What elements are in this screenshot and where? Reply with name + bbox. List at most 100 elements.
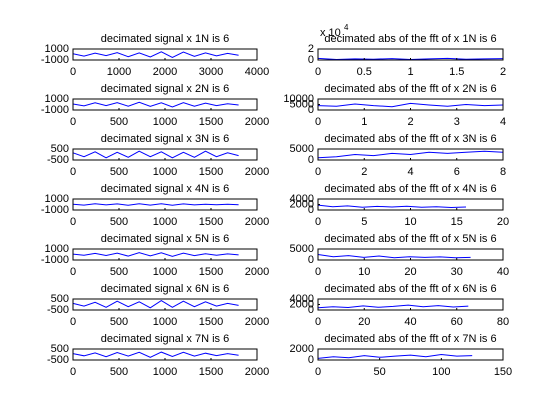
y-tick-label: 0 [308,254,314,266]
x-tick-label: 100 [432,366,450,378]
x-tick-label: 1500 [199,166,223,178]
signal-line [72,51,239,59]
x-tick-label: 8 [500,166,506,178]
x-tick-label: 5 [361,216,367,228]
subplot-title: decimated abs of the fft of x 4N is 6 [324,183,496,195]
x-tick-label: 0 [315,66,321,78]
y-tick-label: 1000 [45,193,69,205]
subplot-title: decimated signal x 6N is 6 [101,283,229,295]
y-tick-label: 500 [51,293,69,305]
subplot-title: decimated abs of the fft of x 1N is 6 [324,33,496,45]
signal-line [72,300,239,309]
x-tick-label: 15 [451,216,463,228]
subplot-title: decimated signal x 5N is 6 [101,233,229,245]
x-tick-label: 500 [110,316,128,328]
x-tick-label: 2000 [245,316,269,328]
x-tick-label: 0 [315,166,321,178]
y-tick-label: 0 [308,104,314,116]
x-tick-label: 0 [70,166,76,178]
x-tick-label: 0 [315,266,321,278]
x-tick-label: 20 [404,266,416,278]
y-tick-label: 0 [308,154,314,166]
x-tick-label: 0 [315,366,321,378]
x-tick-label: 40 [404,316,416,328]
x-tick-label: 3 [454,116,460,128]
signal-line [317,353,473,359]
signal-line [317,304,469,309]
subplot-title: decimated abs of the fft of x 2N is 6 [324,83,496,95]
signal-line [72,150,239,159]
signal-line [72,351,239,358]
x-tick-label: 10 [404,216,416,228]
x-tick-label: 2000 [245,266,269,278]
x-tick-label: 30 [451,266,463,278]
x-tick-label: 500 [110,216,128,228]
x-tick-label: 1500 [199,116,223,128]
y-exponent-power: 4 [344,23,349,32]
x-tick-label: 500 [110,116,128,128]
x-tick-label: 20 [497,216,509,228]
y-tick-label: -500 [47,354,69,366]
y-tick-label: -500 [47,154,69,166]
y-tick-label: 1000 [45,243,69,255]
x-tick-label: 1.5 [449,66,464,78]
x-tick-label: 1000 [153,216,177,228]
x-tick-label: 2000 [245,166,269,178]
signal-line [72,252,239,257]
x-tick-label: 0 [315,116,321,128]
x-tick-label: 3000 [199,66,223,78]
x-tick-label: 4 [407,166,413,178]
x-tick-label: 0 [70,116,76,128]
subplot-title: decimated signal x 1N is 6 [101,33,229,45]
y-tick-label: 5000 [290,143,314,155]
x-tick-label: 0 [70,66,76,78]
x-tick-label: 60 [451,316,463,328]
signal-line [317,204,467,209]
y-tick-label: 500 [51,143,69,155]
x-tick-label: 40 [497,266,509,278]
x-tick-label: 1000 [153,316,177,328]
y-tick-label: 5000 [290,243,314,255]
subplot-title: decimated signal x 7N is 6 [101,333,229,345]
x-tick-label: 10 [358,266,370,278]
signal-line [72,203,239,206]
x-tick-label: 80 [497,316,509,328]
signal-line [317,150,504,159]
x-tick-label: 0 [70,366,76,378]
x-tick-label: 2 [407,116,413,128]
signal-line [317,254,471,259]
x-tick-label: 2 [500,66,506,78]
x-tick-label: 500 [110,166,128,178]
x-tick-label: 2000 [245,116,269,128]
x-tick-label: 2000 [245,366,269,378]
x-tick-label: 20 [358,316,370,328]
y-tick-label: 2000 [290,198,314,210]
x-tick-label: 1500 [199,316,223,328]
x-tick-label: 1000 [153,116,177,128]
axes-box [317,348,504,361]
x-tick-label: 0 [70,216,76,228]
subplot-title: decimated signal x 4N is 6 [101,183,229,195]
x-tick-label: 0 [315,216,321,228]
x-tick-label: 0.5 [357,66,372,78]
x-tick-label: 1 [361,116,367,128]
subplot-title: decimated abs of the fft of x 6N is 6 [324,283,496,295]
y-tick-label: 0 [308,54,314,66]
x-tick-label: 2 [361,166,367,178]
subplot-title: decimated signal x 3N is 6 [101,133,229,145]
y-tick-label: 2 [308,43,314,55]
x-tick-label: 1000 [153,366,177,378]
x-tick-label: 2000 [153,66,177,78]
y-tick-label: 4000 [290,193,314,205]
x-tick-label: 50 [374,366,386,378]
x-tick-label: 1500 [199,266,223,278]
signal-line [72,101,239,108]
x-tick-label: 0 [315,316,321,328]
y-tick-label: 2000 [290,343,314,355]
y-tick-label: 5000 [290,98,314,110]
x-tick-label: 1500 [199,366,223,378]
y-tick-label: -1000 [41,254,69,266]
y-tick-label: 2000 [290,298,314,310]
y-tick-label: 500 [51,343,69,355]
